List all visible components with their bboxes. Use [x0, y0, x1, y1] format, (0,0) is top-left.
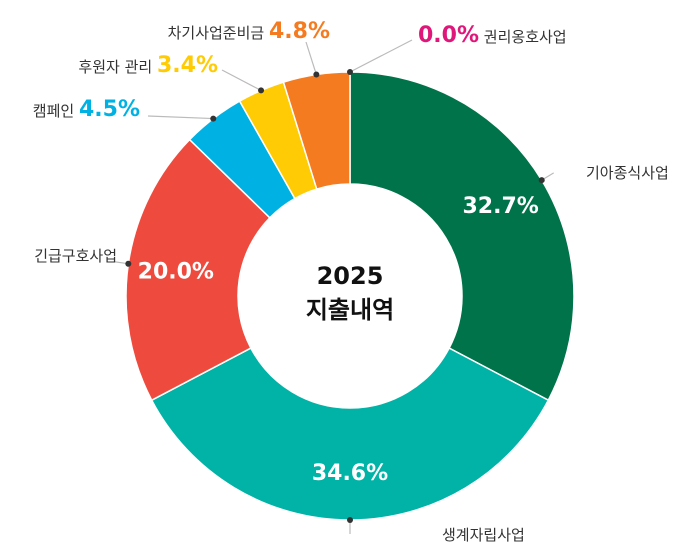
slice-label-후원자-관리: 후원자 관리: [78, 58, 152, 76]
slices-group: [125, 71, 575, 521]
slice-value-생계자립사업: 34.6%: [312, 461, 388, 486]
slice-annotation-권리옹호사업: 0.0% 권리옹호사업: [418, 23, 567, 48]
slice-value-후원자-관리: 3.4%: [157, 53, 218, 78]
labels-group: 0.0% 권리옹호사업 32.7% 기아종식사업 34.6% 생계자립사업 20.0% 긴급…: [33, 19, 669, 544]
leader-dot-긴급구호사업: [125, 260, 132, 267]
slice-value-기아종식사업: 32.7%: [462, 194, 538, 219]
center-label-title: 지출내역: [306, 296, 394, 324]
leader-dot-권리옹호사업: [347, 69, 353, 75]
leader-line-차기사업준비금: [305, 41, 317, 75]
slice-value-캠페인: 4.5%: [79, 97, 140, 122]
slice-value-권리옹호사업: 0.0%: [418, 23, 479, 48]
slice-value-차기사업준비금: 4.8%: [269, 19, 330, 44]
leader-dot-후원자-관리: [258, 87, 265, 94]
slice-value-긴급구호사업: 20.0%: [138, 260, 214, 285]
leader-dot-생계자립사업: [347, 517, 353, 523]
slice-label-기아종식사업: 기아종식사업: [586, 164, 669, 182]
slice-긴급구호사업: [125, 138, 271, 402]
slice-label-캠페인: 캠페인: [33, 102, 74, 120]
slice-label-차기사업준비금: 차기사업준비금: [168, 24, 265, 42]
center-label-year: 2025: [317, 262, 384, 290]
slice-annotation-후원자-관리: 후원자 관리 3.4%: [78, 53, 218, 78]
slice-생계자립사업: [150, 347, 550, 521]
slice-label-생계자립사업: 생계자립사업: [442, 526, 525, 544]
slice-annotation-차기사업준비금: 차기사업준비금 4.8%: [168, 19, 330, 44]
leader-line-캠페인: [147, 115, 214, 120]
leader-dot-차기사업준비금: [313, 71, 320, 78]
leader-lines-group: [114, 39, 555, 534]
leader-dot-기아종식사업: [538, 177, 545, 184]
leader-line-권리옹호사업: [349, 39, 413, 73]
slice-label-권리옹호사업: 권리옹호사업: [484, 28, 567, 46]
slice-annotation-캠페인: 캠페인 4.5%: [33, 97, 140, 122]
slice-label-긴급구호사업: 긴급구호사업: [34, 247, 117, 265]
slice-기아종식사업: [349, 71, 575, 402]
leader-dot-캠페인: [210, 115, 217, 122]
leader-line-후원자-관리: [221, 69, 262, 91]
